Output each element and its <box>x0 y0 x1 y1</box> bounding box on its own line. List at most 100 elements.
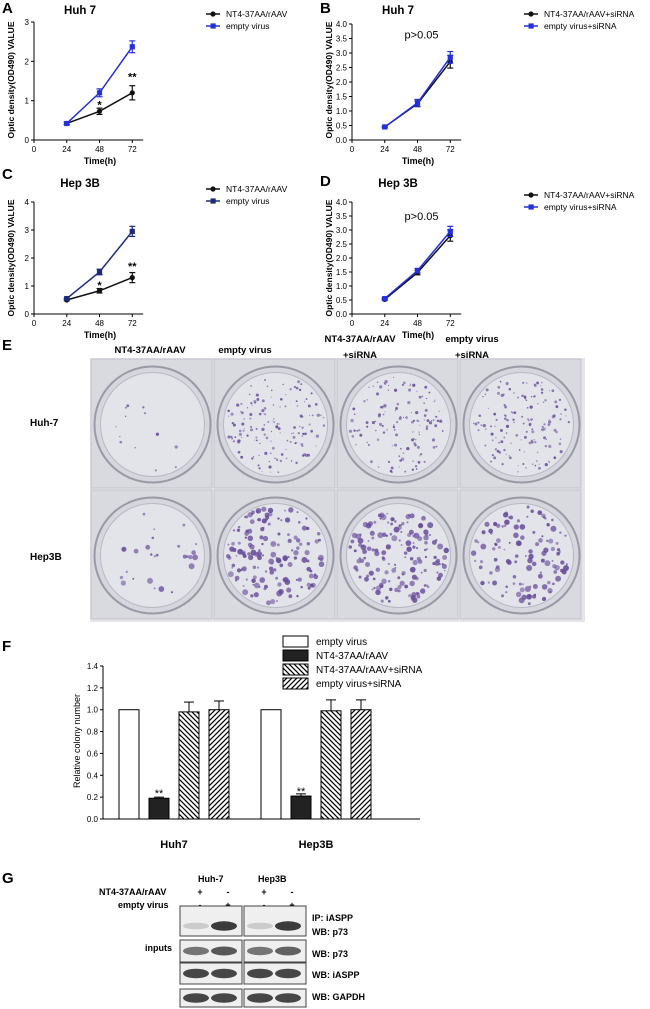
colony-dot <box>387 389 389 391</box>
colony-dot <box>547 587 553 594</box>
colony-dot <box>268 460 270 463</box>
dish-inner <box>100 372 205 477</box>
colony-dot <box>276 543 280 547</box>
colony-dot <box>405 416 408 419</box>
colony-dot <box>532 594 537 599</box>
colony-dot <box>247 535 254 542</box>
panel-label-e: E <box>2 337 13 354</box>
colony-dot <box>231 421 235 425</box>
colony-dot <box>258 412 262 416</box>
colony-dot <box>238 432 243 436</box>
colony-dot <box>366 441 369 444</box>
y-tick-label: 0.2 <box>87 793 99 802</box>
colony-dot <box>310 429 314 433</box>
colony-dot <box>529 405 533 409</box>
colony-dot <box>356 558 361 564</box>
colony-dot <box>369 530 375 536</box>
colony-dot <box>393 376 395 378</box>
colony-dot <box>547 423 551 426</box>
colony-dot <box>424 408 428 412</box>
colony-dot <box>256 518 260 521</box>
colony-dot <box>365 561 371 568</box>
blot-band <box>211 946 237 956</box>
colony-dot <box>480 543 487 550</box>
colony-dot <box>274 457 276 459</box>
blot-band <box>211 993 237 1003</box>
colony-dot <box>473 559 477 563</box>
legend-marker <box>210 198 216 204</box>
legend-label: empty virus <box>226 196 269 206</box>
colony-dot <box>400 544 403 546</box>
blot-band <box>247 922 273 930</box>
y-tick-label: 1.0 <box>336 282 348 291</box>
colony-dot <box>415 468 418 470</box>
colony-dot <box>524 555 527 557</box>
colony-dot <box>564 408 567 411</box>
colony-dot <box>237 548 244 555</box>
colony-dot <box>393 520 397 523</box>
colony-dot <box>423 414 427 417</box>
colony-dot <box>432 445 436 449</box>
colony-dot <box>238 429 242 433</box>
colony-dot <box>236 528 241 532</box>
colony-dot <box>385 544 391 550</box>
colony-dot <box>242 589 249 596</box>
colony-dot <box>489 571 493 575</box>
colony-dot <box>544 399 547 402</box>
colony-dot <box>404 584 409 589</box>
colony-dot <box>551 518 554 522</box>
colony-dot <box>227 409 230 413</box>
colony-dot <box>433 400 435 403</box>
colony-dot <box>391 445 393 447</box>
colony-dot <box>398 455 401 458</box>
blot-membrane <box>243 905 307 937</box>
colony-dot <box>244 531 249 536</box>
colony-dot <box>300 383 303 386</box>
colony-dot <box>301 435 304 437</box>
colony-dot <box>493 522 498 527</box>
colony-dot <box>250 428 253 432</box>
colony-dot <box>517 541 522 546</box>
colony-dot <box>509 515 514 520</box>
colony-dot <box>395 433 398 437</box>
colony-dot <box>381 550 387 556</box>
colony-dot <box>261 409 265 413</box>
significance-label: ** <box>297 786 306 798</box>
colony-dot <box>416 390 418 392</box>
colony-dot <box>154 469 157 472</box>
colony-dot <box>544 560 551 567</box>
colony-dot <box>357 537 364 544</box>
colony-dot <box>525 467 527 469</box>
colony-dot <box>390 522 394 526</box>
colony-dot <box>409 513 415 519</box>
chart-title: Hep 3B <box>60 178 100 190</box>
colony-dot <box>287 533 290 536</box>
colony-dot <box>366 399 368 401</box>
colony-dot <box>373 586 376 590</box>
colony-dot <box>513 392 515 394</box>
colony-dot <box>315 434 320 438</box>
colony-dot <box>244 536 247 539</box>
colony-dot <box>506 418 509 422</box>
colony-dot <box>409 566 416 573</box>
colony-dot <box>527 557 533 564</box>
y-tick-label: 1 <box>25 97 30 106</box>
colony-dot <box>533 383 536 386</box>
y-tick-label: 1.5 <box>336 268 348 277</box>
colony-dot <box>259 577 266 583</box>
colony-dot <box>521 583 524 586</box>
colony-dot <box>415 410 419 415</box>
colony-dot <box>512 575 517 579</box>
colony-dot <box>516 519 521 523</box>
y-tick-label: 4.0 <box>336 20 348 29</box>
colony-dot <box>436 558 441 563</box>
colony-dot <box>405 514 411 520</box>
colony-dot <box>276 599 279 602</box>
colony-dot <box>124 415 127 417</box>
colony-dot <box>120 580 127 586</box>
category-label: Hep3B <box>299 839 334 851</box>
colony-dot <box>381 532 387 537</box>
blot-band-label-2: WB: p73 <box>312 949 348 959</box>
colony-dot <box>424 385 428 389</box>
